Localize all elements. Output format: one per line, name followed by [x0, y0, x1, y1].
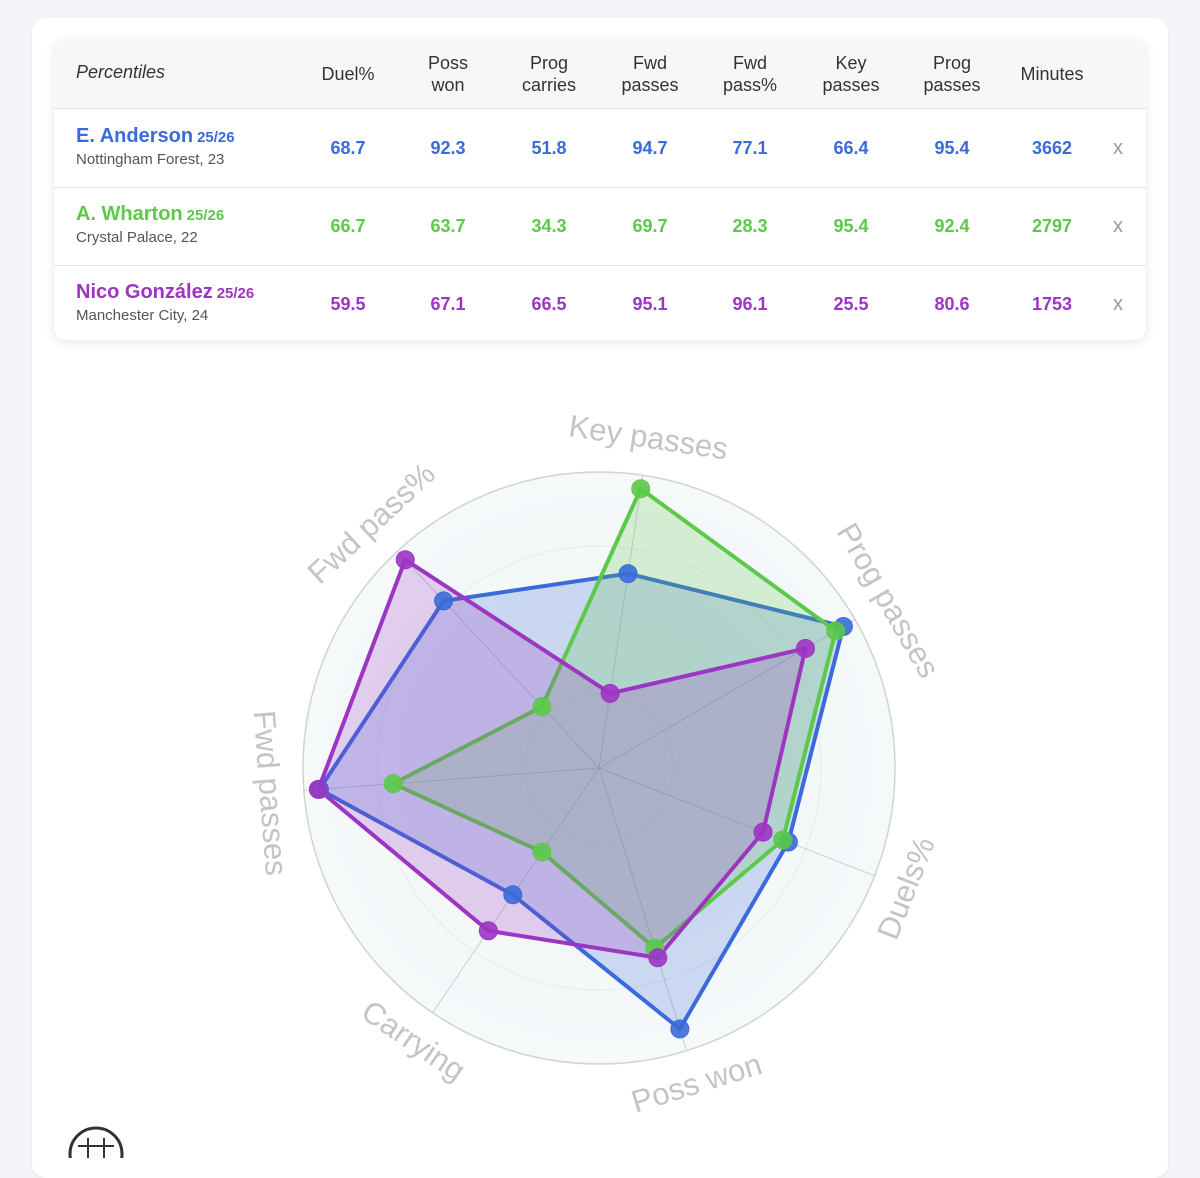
player-name[interactable]: A. Wharton 25/26: [76, 203, 224, 226]
column-header-prog-carries[interactable]: Prog carries: [521, 53, 576, 95]
value-cell: 92.4: [934, 215, 970, 236]
value-cell: 92.3: [430, 137, 466, 158]
value-cell: 95.1: [632, 293, 668, 314]
value-cell: 66.5: [531, 293, 567, 314]
value-cell: 66.7: [330, 215, 366, 236]
table-row: E. Anderson 25/26 Nottingham Forest, 23 6…: [54, 109, 1146, 188]
player-name[interactable]: E. Anderson 25/26: [76, 125, 235, 148]
radar-data-point: [648, 948, 668, 968]
radar-data-point: [795, 638, 815, 658]
player-name-text: E. Anderson: [76, 125, 194, 147]
radar-series-area: [316, 557, 808, 960]
radar-grid-ring: [450, 619, 748, 917]
column-header-prog-passes[interactable]: Prog passes: [923, 53, 981, 95]
player-season: 25/26: [186, 207, 225, 224]
remove-player-button[interactable]: x: [1113, 136, 1123, 159]
value-cell: 63.7: [430, 215, 466, 236]
value-cell: 51.8: [531, 137, 567, 158]
table-header: Percentiles Duel% Poss won Prog carries …: [54, 40, 1146, 109]
value-cell: 25.5: [833, 293, 869, 314]
radar-data-point: [532, 697, 552, 717]
value-cell: 94.7: [632, 137, 668, 158]
player-name[interactable]: Nico González 25/26: [76, 281, 254, 304]
value-cell: 69.7: [632, 215, 668, 236]
comparison-table: Percentiles Duel% Poss won Prog carries …: [54, 40, 1146, 340]
radar-spoke: [598, 767, 875, 877]
value-cell: 59.5: [330, 293, 366, 314]
value-cell: 1753: [1031, 293, 1073, 314]
player-club: Nottingham Forest, 23: [76, 151, 225, 168]
value-cell: 3662: [1031, 137, 1073, 158]
value-cell: 96.1: [732, 293, 768, 314]
radar-data-point: [503, 885, 523, 905]
radar-data-point: [773, 830, 793, 850]
table-row: Nico González 25/26 Manchester City, 24 5…: [54, 265, 1146, 340]
radar-grid-ring: [376, 545, 822, 991]
value-cell: 95.4: [934, 137, 970, 158]
radar-data-point: [478, 921, 498, 941]
value-cell: 68.7: [330, 137, 366, 158]
radar-axis-label: Key passes: [567, 408, 731, 466]
player-season: 25/26: [216, 285, 255, 302]
radar-data-point: [434, 591, 454, 611]
column-header-fwd-pass-pct[interactable]: Fwd pass%: [722, 53, 778, 95]
remove-player-button[interactable]: x: [1113, 292, 1123, 315]
radar-spoke: [303, 767, 600, 791]
value-cell: 2797: [1031, 215, 1073, 236]
player-club: Crystal Palace, 22: [76, 229, 198, 246]
column-header-duel-pct[interactable]: Duel%: [321, 64, 375, 84]
radar-data-point: [308, 779, 328, 799]
value-cell: 66.4: [833, 137, 869, 158]
column-header-poss-won[interactable]: Poss won: [427, 53, 469, 95]
radar-spoke: [598, 475, 644, 769]
radar-data-point: [826, 621, 846, 641]
radar-series-area: [317, 571, 846, 1031]
value-cell: 77.1: [732, 137, 768, 158]
remove-player-button[interactable]: x: [1113, 214, 1123, 237]
table-row: A. Wharton 25/26 Crystal Palace, 22 66.7 …: [54, 187, 1146, 266]
radar-data-point: [753, 822, 773, 842]
radar-spoke: [598, 767, 688, 1051]
value-cell: 28.3: [732, 215, 768, 236]
radar-series-area: [391, 486, 838, 951]
radar-data-point: [600, 683, 620, 703]
radar-series-layer: [308, 479, 853, 1039]
radar-axis-label: Fwd passes: [247, 709, 294, 877]
header-percentiles-label: Percentiles: [76, 62, 166, 82]
radar-grid-ring: [524, 693, 674, 843]
radar-data-point: [670, 1019, 690, 1039]
column-header-minutes[interactable]: Minutes: [1020, 64, 1084, 84]
value-cell: 67.1: [430, 293, 466, 314]
player-name-text: Nico González: [76, 281, 213, 303]
column-header-fwd-passes[interactable]: Fwd passes: [621, 53, 679, 95]
value-cell: 34.3: [531, 215, 567, 236]
radar-data-point: [532, 842, 552, 862]
player-name-text: A. Wharton: [76, 203, 183, 225]
value-cell: 80.6: [934, 293, 970, 314]
radar-data-point: [395, 550, 415, 570]
radar-data-point: [618, 564, 638, 584]
player-club: Manchester City, 24: [76, 307, 209, 324]
radar-data-point: [383, 774, 403, 794]
radar-data-point: [631, 479, 651, 499]
column-header-key-passes[interactable]: Key passes: [822, 53, 880, 95]
player-season: 25/26: [197, 129, 235, 146]
radar-spoke: [397, 550, 600, 769]
watermark-logo-icon: [68, 1126, 124, 1158]
value-cell: 95.4: [833, 215, 869, 236]
